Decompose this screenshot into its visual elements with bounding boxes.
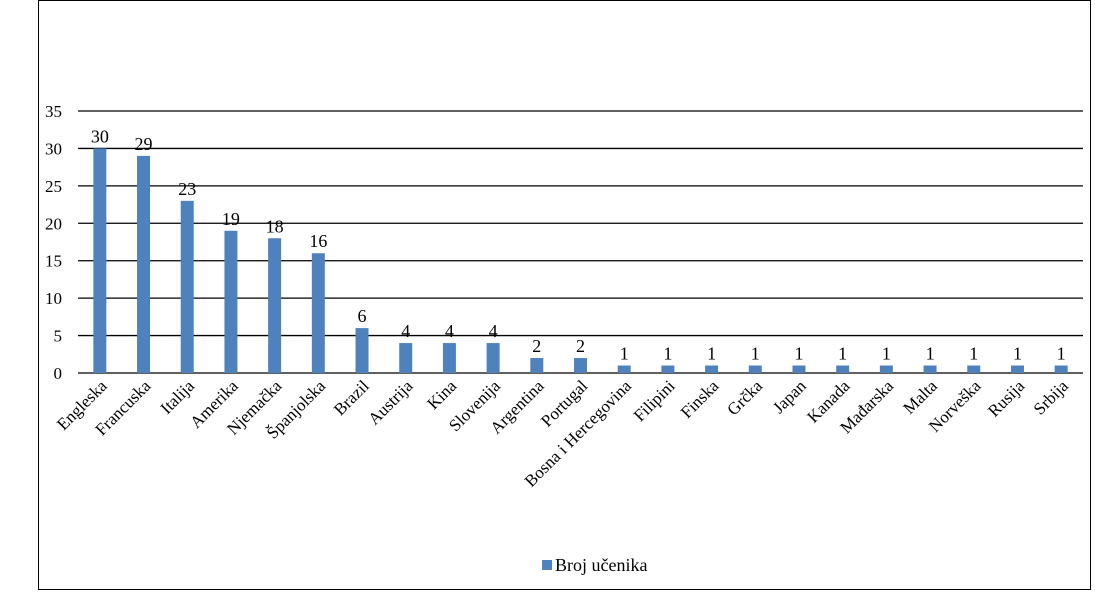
bar-12 [617,365,631,373]
bar-16 [792,365,806,373]
data-label: 1 [620,344,629,364]
data-label: 1 [969,344,978,364]
bar-9 [486,343,500,373]
bar-18 [879,365,893,373]
bar-1 [137,155,151,373]
bar-14 [705,365,719,373]
legend-swatch [542,560,552,570]
data-label: 2 [576,336,585,356]
data-label: 4 [401,321,410,341]
bar-17 [836,365,850,373]
data-label: 1 [1057,344,1066,364]
x-tick-label: Rusija [984,376,1028,420]
x-tick-label: Filipini [630,376,679,425]
bar-2 [180,200,194,373]
y-axis-ticks: 0 5 10 15 20 25 30 35 [45,102,62,383]
y-tick-label: 25 [45,177,62,196]
bar-22 [1054,365,1068,373]
bar-5 [311,253,325,373]
bar-7 [399,343,413,373]
bar-0 [93,148,107,373]
data-label: 16 [309,231,327,251]
y-tick-label: 15 [45,252,62,271]
y-tick-label: 35 [45,102,62,121]
bar-13 [661,365,675,373]
bars [93,148,1068,373]
data-label: 1 [663,344,672,364]
data-label: 4 [445,321,454,341]
data-label: 29 [135,134,153,154]
data-label: 2 [532,336,541,356]
bar-19 [923,365,937,373]
bar-20 [967,365,981,373]
data-label: 23 [178,179,196,199]
bar-11 [574,358,587,373]
x-tick-label: Grčka [723,376,766,419]
bar-15 [748,365,762,373]
data-label: 1 [1013,344,1022,364]
chart-frame [38,0,1091,590]
data-label: 1 [882,344,891,364]
x-tick-label: Kina [423,376,460,413]
y-tick-label: 10 [45,289,62,308]
data-label: 19 [222,209,240,229]
data-label: 1 [794,344,803,364]
data-label: 6 [358,306,367,326]
x-tick-label: Finska [677,376,723,422]
y-tick-label: 0 [54,364,63,383]
data-label: 1 [926,344,935,364]
gridlines [78,110,1083,374]
bar-4 [268,238,282,373]
data-label: 18 [266,216,284,236]
bar-10 [530,358,544,373]
data-label: 4 [489,321,498,341]
bar-6 [355,328,369,373]
bar-21 [1010,365,1024,373]
x-tick-label: Austrija [364,376,416,428]
y-tick-label: 30 [45,139,62,158]
y-tick-label: 20 [45,214,62,233]
y-tick-label: 5 [54,327,63,346]
x-tick-label: Srbija [1030,376,1072,418]
data-label: 1 [751,344,760,364]
data-labels: 30 29 23 19 18 16 6 4 4 4 2 2 1 1 1 1 1 1 1 1 1 1 1 [91,126,1066,363]
data-label: 1 [838,344,847,364]
data-label: 30 [91,126,109,146]
data-label: 1 [707,344,716,364]
legend-label: Broj učenika [555,555,647,575]
bar-8 [442,343,456,373]
x-tick-label: Japan [769,376,810,417]
legend: Broj učenika [542,555,647,575]
bar-3 [224,230,238,373]
